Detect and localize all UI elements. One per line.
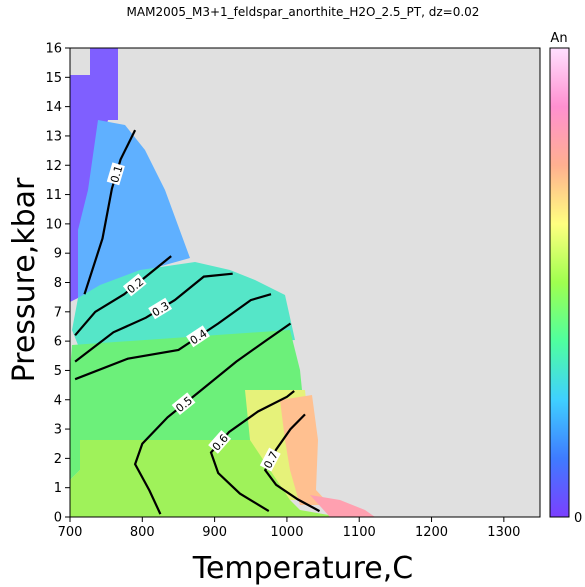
x-tick-label: 1200 [415, 525, 448, 540]
y-tick-label: 9 [54, 247, 62, 262]
y-tick-label: 10 [45, 217, 62, 232]
contour-label-background [208, 430, 232, 454]
y-tick-label: 6 [54, 335, 62, 350]
y-tick-label: 11 [45, 188, 62, 203]
contour-line [133, 322, 292, 515]
y-tick-label: 8 [54, 276, 62, 291]
x-tick-label: 1000 [270, 525, 303, 540]
x-axis-label: Temperature,C [192, 551, 414, 586]
contour-label-background [106, 162, 125, 186]
field-orange [280, 395, 330, 505]
contour-label: 0.1 [106, 162, 125, 186]
y-tick-label: 0 [54, 511, 62, 526]
x-tick-label: 900 [202, 525, 227, 540]
x-tick-label: 1100 [343, 525, 376, 540]
y-tick-label: 16 [45, 42, 62, 57]
chart-title: MAM2005_M3+1_feldspar_anorthite_H2O_2.5_… [127, 5, 480, 19]
x-tick-label: 700 [58, 525, 83, 540]
contour-label-background [186, 325, 210, 348]
y-tick-label: 7 [54, 305, 62, 320]
field-pink-tail [310, 495, 375, 517]
contour-line [74, 255, 172, 337]
colorbar-min-label: 0 [574, 511, 582, 526]
colorbar [549, 47, 570, 518]
y-tick-label: 4 [54, 393, 62, 408]
contour-label-background [259, 447, 281, 472]
y-tick-label: 1 [54, 481, 62, 496]
colorbar-label: An [550, 31, 567, 46]
y-tick-label: 15 [45, 71, 62, 86]
field-blue-cyan [78, 120, 190, 298]
contour-label-background [171, 392, 196, 416]
contour-line [263, 413, 321, 513]
y-tick-label: 14 [45, 100, 62, 115]
contour-label-text: 0.1 [108, 164, 125, 184]
y-tick-label: 12 [45, 159, 62, 174]
contour-label-background [148, 297, 173, 320]
y-axis-label: Pressure,kbar [7, 177, 42, 382]
x-tick-label: 1300 [487, 525, 520, 540]
x-tick-label: 800 [130, 525, 155, 540]
y-tick-label: 2 [54, 452, 62, 467]
y-tick-label: 13 [45, 129, 62, 144]
contour-label-background [122, 273, 147, 297]
contour-line [83, 129, 137, 295]
y-tick-label: 3 [54, 423, 62, 438]
x-axis-ticks: 700 800 900 1000 1100 1200 1300 [58, 517, 520, 540]
y-tick-label: 5 [54, 364, 62, 379]
